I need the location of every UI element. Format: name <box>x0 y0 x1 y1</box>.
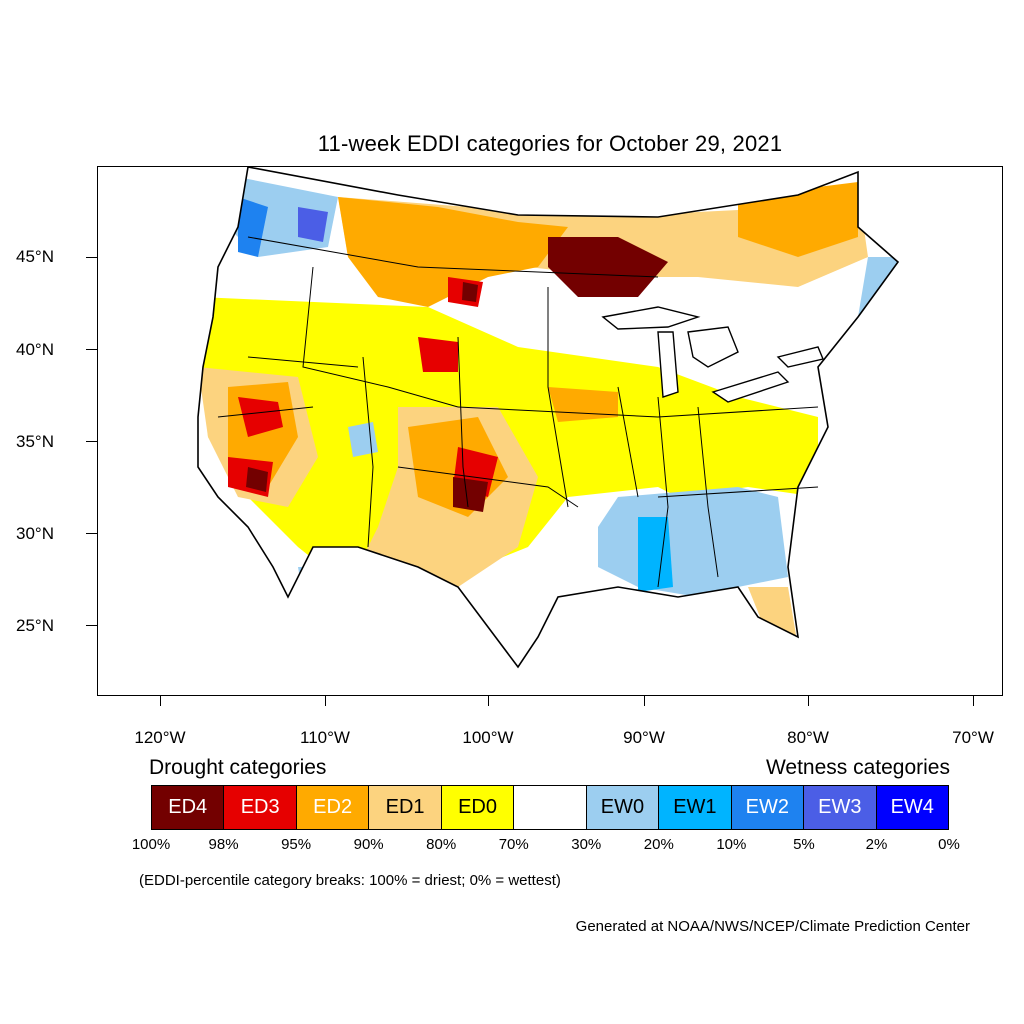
legend-box-ew2: EW2 <box>731 786 805 829</box>
lat-label-30n: 30°N <box>16 524 54 543</box>
lat-tick <box>86 441 97 442</box>
legend-box-ew3: EW3 <box>804 786 877 829</box>
lat-tick <box>86 257 97 258</box>
lat-tick <box>86 625 97 626</box>
lon-tick <box>973 696 974 706</box>
percentile-break-label: 30% <box>571 836 602 853</box>
lat-label-45n: 45°N <box>16 247 54 266</box>
percentile-break-label: 0% <box>938 836 960 853</box>
legend-box-ed4: ED4 <box>152 786 225 829</box>
lat-tick <box>86 349 97 350</box>
category-legend: ED4 ED3 ED2 ED1 ED0 EW0 EW1 EW2 EW3 EW4 <box>151 785 949 830</box>
percentile-break-label: 70% <box>498 836 529 853</box>
lon-tick <box>160 696 161 706</box>
legend-box-ed2: ED2 <box>296 786 370 829</box>
percentile-break-label: 90% <box>353 836 384 853</box>
lon-label-90w: 90°W <box>623 728 665 747</box>
lon-label-110w: 110°W <box>300 728 350 747</box>
drought-categories-heading: Drought categories <box>149 756 327 779</box>
legend-box-ed1: ED1 <box>369 786 442 829</box>
lat-tick <box>86 533 97 534</box>
lon-label-80w: 80°W <box>787 728 829 747</box>
credit-line: Generated at NOAA/NWS/NCEP/Climate Predi… <box>575 918 970 935</box>
land-fill <box>198 167 898 667</box>
percentile-break-label: 20% <box>643 836 674 853</box>
percentile-break-label: 2% <box>865 836 888 853</box>
percentile-break-label: 5% <box>793 836 815 853</box>
legend-box-normal <box>514 786 587 829</box>
legend-box-ew0: EW0 <box>586 786 660 829</box>
state-boundaries <box>217 236 819 588</box>
percentile-break-label: 80% <box>426 836 457 853</box>
percentile-break-label: 95% <box>281 836 312 853</box>
legend-box-ed3: ED3 <box>224 786 297 829</box>
eddi-map <box>97 166 1003 696</box>
lon-label-100w: 100°W <box>462 728 514 747</box>
percentile-break-label: 10% <box>716 836 747 853</box>
lat-label-35n: 35°N <box>16 432 54 451</box>
legend-box-ew4: EW4 <box>876 786 948 829</box>
category-breaks-note: (EDDI-percentile category breaks: 100% =… <box>139 872 561 889</box>
lon-tick <box>325 696 326 706</box>
percentile-break-label: 98% <box>208 836 239 853</box>
lat-label-25n: 25°N <box>16 616 54 635</box>
lon-tick <box>808 696 809 706</box>
coastline <box>197 167 900 669</box>
great-lakes <box>601 306 824 403</box>
map-title: 11-week EDDI categories for October 29, … <box>317 131 783 156</box>
percentile-break-label: 100% <box>131 836 171 853</box>
lon-tick <box>488 696 489 706</box>
legend-box-ew1: EW1 <box>659 786 732 829</box>
legend-box-ed0: ED0 <box>441 786 515 829</box>
lat-label-40n: 40°N <box>16 340 54 359</box>
wetness-categories-heading: Wetness categories <box>765 756 950 779</box>
lon-tick <box>644 696 645 706</box>
eddi-map-canvas <box>197 167 900 669</box>
lon-label-120w: 120°W <box>134 728 186 747</box>
lon-label-70w: 70°W <box>952 728 994 747</box>
